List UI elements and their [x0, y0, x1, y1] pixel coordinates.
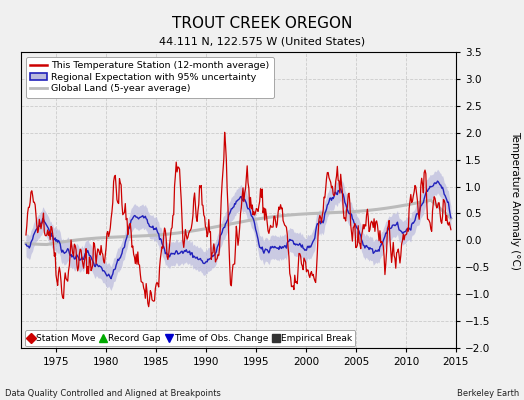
Text: 44.111 N, 122.575 W (United States): 44.111 N, 122.575 W (United States) — [159, 36, 365, 46]
Text: Berkeley Earth: Berkeley Earth — [456, 389, 519, 398]
Legend: Station Move, Record Gap, Time of Obs. Change, Empirical Break: Station Move, Record Gap, Time of Obs. C… — [26, 330, 355, 346]
Text: TROUT CREEK OREGON: TROUT CREEK OREGON — [172, 16, 352, 31]
Y-axis label: Temperature Anomaly (°C): Temperature Anomaly (°C) — [510, 130, 520, 270]
Text: Data Quality Controlled and Aligned at Breakpoints: Data Quality Controlled and Aligned at B… — [5, 389, 221, 398]
